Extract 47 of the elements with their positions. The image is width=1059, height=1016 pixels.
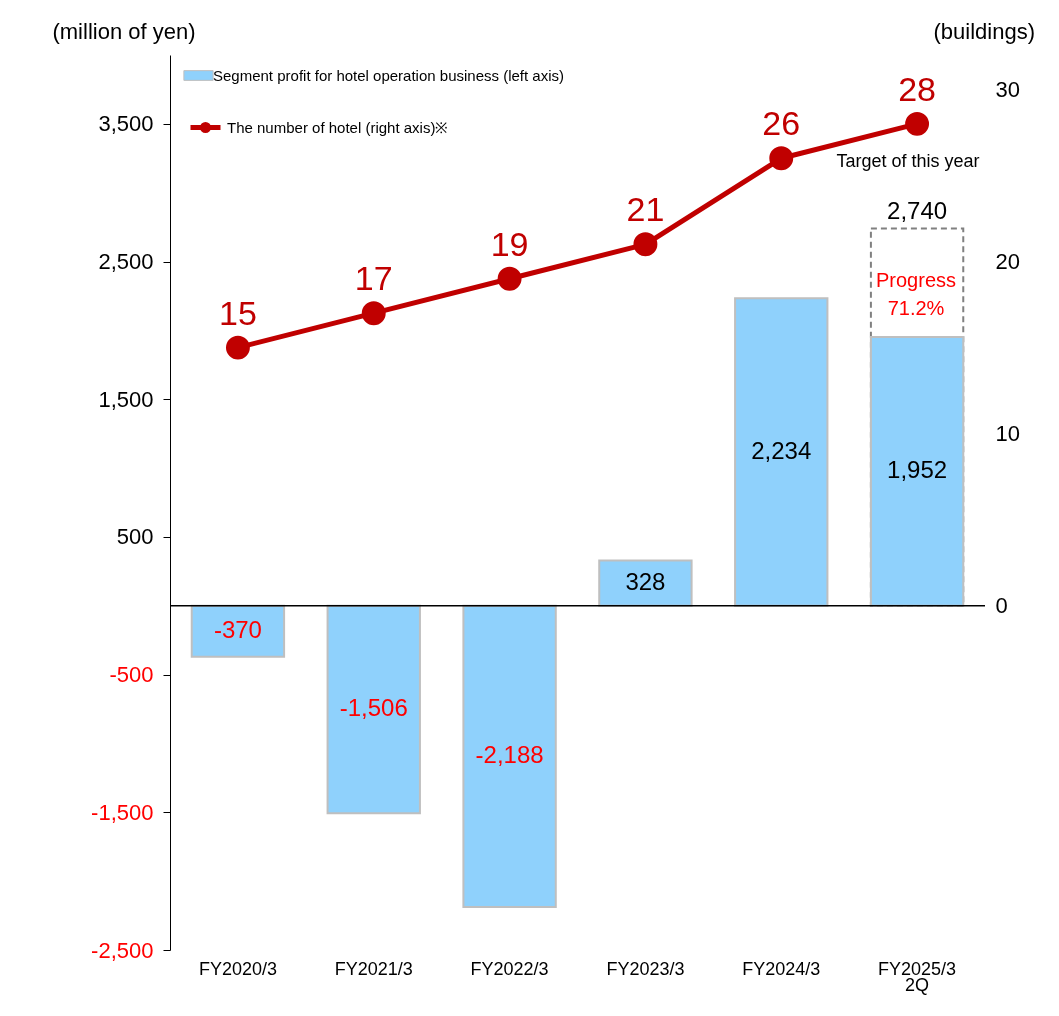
data-label: 26 [762,104,801,143]
data-label: 1,952 [887,456,948,484]
bar [462,604,557,909]
bar [734,297,829,607]
y-tick-label: -500 [109,662,154,688]
y-tick-label: -1,500 [91,799,154,825]
x-tick-label: FY2022/3 [470,958,549,979]
x-tick-label: FY2025/3 2Q [878,958,957,995]
point [769,146,794,171]
y-tick-label: 2,500 [98,249,154,275]
y-tick-label: 1,500 [98,386,154,412]
point [225,335,250,360]
annotation: Progress 71.2% [875,269,957,319]
data-label: 21 [626,190,665,229]
y2-axis-title: (buildings) [933,18,1035,44]
y2-tick-label: 10 [995,421,1020,447]
legend-label: Segment profit for hotel operation business (left axis) [213,66,565,84]
x-tick-label: FY2023/3 [606,958,685,979]
data-label: 17 [354,259,393,298]
y-axis-title: (million of yen) [52,18,196,44]
y-tick-label: 500 [116,524,154,550]
annotation: Target of this year [836,151,980,171]
x-tick-label: FY2020/3 [198,958,277,979]
data-label: 328 [625,568,666,596]
bar [326,604,421,815]
data-label: -370 [213,616,262,644]
data-label: 2,740 [887,197,948,225]
point [633,232,658,257]
bar [869,335,965,607]
point [497,266,522,291]
x-tick-label: FY2021/3 [334,958,413,979]
data-label: 28 [898,69,936,108]
data-label: 2,234 [751,436,812,464]
legend-label: The number of hotel (right axis)※ [227,118,449,136]
y2-tick-label: 20 [995,249,1020,275]
x-tick-label: FY2024/3 [742,958,821,979]
data-label: 15 [219,293,257,332]
y-tick-label: -2,500 [91,937,154,963]
data-label: 19 [490,224,529,263]
y2-tick-label: 0 [995,593,1008,619]
point [361,301,386,326]
bar [190,604,286,658]
y2-tick-label: 30 [995,76,1020,102]
data-label: -1,506 [339,694,408,722]
y-tick-label: 3,500 [98,111,154,137]
data-label: -2,188 [475,741,544,769]
point [905,111,930,136]
